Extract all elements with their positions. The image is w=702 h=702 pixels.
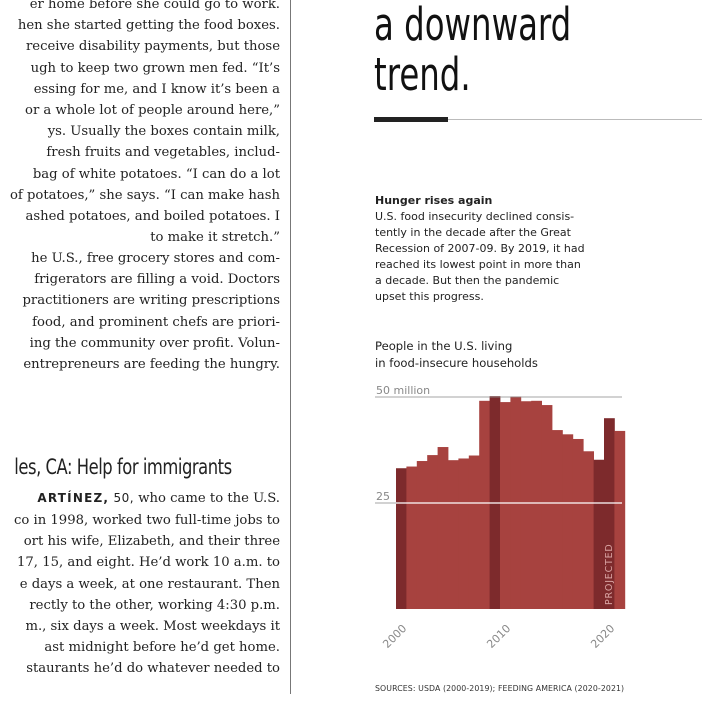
y-tick-label: 50 million xyxy=(376,384,430,397)
pull-quote-line: a downward xyxy=(374,0,572,51)
chart-description-line: reached its lowest point in more than xyxy=(375,258,581,271)
article-line: m., six days a week. Most weekdays it xyxy=(25,619,280,635)
article-line: or a whole lot of people around here,” xyxy=(25,103,280,119)
article-line: ashed potatoes, and boiled potatoes. I xyxy=(25,209,281,225)
bar-2008 xyxy=(479,400,490,609)
article-line: food, and prominent chefs are priori- xyxy=(32,314,280,330)
column-divider xyxy=(290,0,291,694)
article-paragraph-2: he U.S., free grocery stores and com-fri… xyxy=(0,248,280,375)
bar-2020 xyxy=(604,418,615,609)
bar-2018 xyxy=(583,451,594,609)
article-paragraph-1: er home before she could go to work. hen … xyxy=(0,0,280,248)
chart-header: Hunger rises again U.S. food insecurity … xyxy=(375,193,675,305)
article-line: receive disability payments, but those xyxy=(25,39,280,55)
x-tick-label: 2010 xyxy=(484,622,513,651)
article-line: hen she started getting the food boxes. xyxy=(17,18,280,34)
article-line: ing the community over profit. Volun- xyxy=(29,335,280,351)
bar-2015 xyxy=(552,430,563,609)
food-insecurity-bar-chart: 25 50 million PROJECTED 2000 2010 2020 xyxy=(375,384,626,651)
bar-2007 xyxy=(468,455,480,609)
article-line: co in 1998, worked two full-time jobs to xyxy=(14,513,280,528)
bar-2006 xyxy=(458,458,470,609)
bar-2002 xyxy=(416,461,428,609)
chart-description-line: U.S. food insecurity declined consis- xyxy=(375,210,575,223)
article-line: essing for me, and I know it’s been a xyxy=(33,81,280,97)
article-line: ugh to keep two grown men fed. “It’s xyxy=(30,60,280,76)
chart-title: Hunger rises again xyxy=(375,194,493,207)
chart-subtitle-line: in food-insecure households xyxy=(375,356,538,370)
article-line: fresh fruits and vegetables, includ- xyxy=(46,145,280,161)
pull-quote-rule xyxy=(448,119,702,120)
section-headline: les, CA: Help for immigrants xyxy=(14,455,233,479)
article-line: rectly to the other, working 4:30 p.m. xyxy=(29,597,280,613)
chart-subtitle: People in the U.S. living in food-insecur… xyxy=(375,338,538,372)
y-tick-label: 25 xyxy=(376,490,390,503)
byline-text: who came to the U.S. xyxy=(134,491,280,506)
bar-2021 xyxy=(614,430,626,609)
bar-2005 xyxy=(448,460,459,609)
x-tick-label: 2020 xyxy=(588,622,617,651)
bar-2003 xyxy=(427,455,438,609)
article-line: er home before she could go to work. xyxy=(29,0,280,12)
chart-description-line: tently in the decade after the Great xyxy=(375,226,571,239)
article-line: entrepreneurs are feeding the hungry. xyxy=(23,357,280,373)
bar-2014 xyxy=(541,405,553,609)
article-line: to make it stretch.” xyxy=(150,230,280,246)
article-column: er home before she could go to work. hen … xyxy=(0,0,290,702)
article-line: frigerators are filling a void. Doctors xyxy=(34,272,280,288)
chart-description-line: a decade. But then the pandemic xyxy=(375,274,560,287)
byline-line: ARTÍNEZ, 50, who came to the U.S. xyxy=(0,488,280,509)
article-paragraph-3: co in 1998, worked two full-time jobs to… xyxy=(0,510,280,680)
bar-2010 xyxy=(500,402,511,609)
bar-2004 xyxy=(437,447,449,609)
bar-2012 xyxy=(520,401,532,609)
article-line: practitioners are writing prescriptions xyxy=(22,293,280,309)
article-line: ast midnight before he’d get home. xyxy=(44,640,280,656)
article-line: ys. Usually the boxes contain milk, xyxy=(47,124,280,140)
chart-sources: SOURCES: USDA (2000-2019); FEEDING AMERI… xyxy=(375,684,625,693)
chart-description-line: Recession of 2007-09. By 2019, it had xyxy=(375,242,585,255)
article-line: ort his wife, Elizabeth, and their three xyxy=(23,534,280,550)
bar-2001 xyxy=(406,466,418,609)
bar-2017 xyxy=(572,438,584,609)
article-line: e days a week, at one restaurant. Then xyxy=(19,576,280,592)
bar-2019 xyxy=(593,459,605,609)
byline-age: 50, xyxy=(109,491,135,505)
article-line: 17, 15, and eight. He’d work 10 a.m. to xyxy=(17,555,280,571)
projected-label: PROJECTED xyxy=(604,543,615,605)
article-line: staurants he’d do whatever needed to xyxy=(26,661,280,677)
bar-2000 xyxy=(396,468,407,609)
article-line: bag of white potatoes. “I can do a lot xyxy=(32,166,280,182)
byline-name: ARTÍNEZ, xyxy=(37,491,110,505)
article-line: of potatoes,” she says. “I can make hash xyxy=(9,187,280,203)
chart-subtitle-line: People in the U.S. living xyxy=(375,339,513,353)
bar-2013 xyxy=(531,400,542,609)
chart-description-line: upset this progress. xyxy=(375,290,484,303)
bar-2016 xyxy=(562,434,574,609)
chart-description: U.S. food insecurity declined consis-ten… xyxy=(375,209,675,305)
pull-quote-line: trend. xyxy=(374,48,471,101)
pull-quote-rule-accent xyxy=(374,117,448,122)
x-tick-label: 2000 xyxy=(380,622,409,651)
pull-quote: a downward trend. xyxy=(374,0,571,100)
article-line: he U.S., free grocery stores and com- xyxy=(31,251,280,266)
